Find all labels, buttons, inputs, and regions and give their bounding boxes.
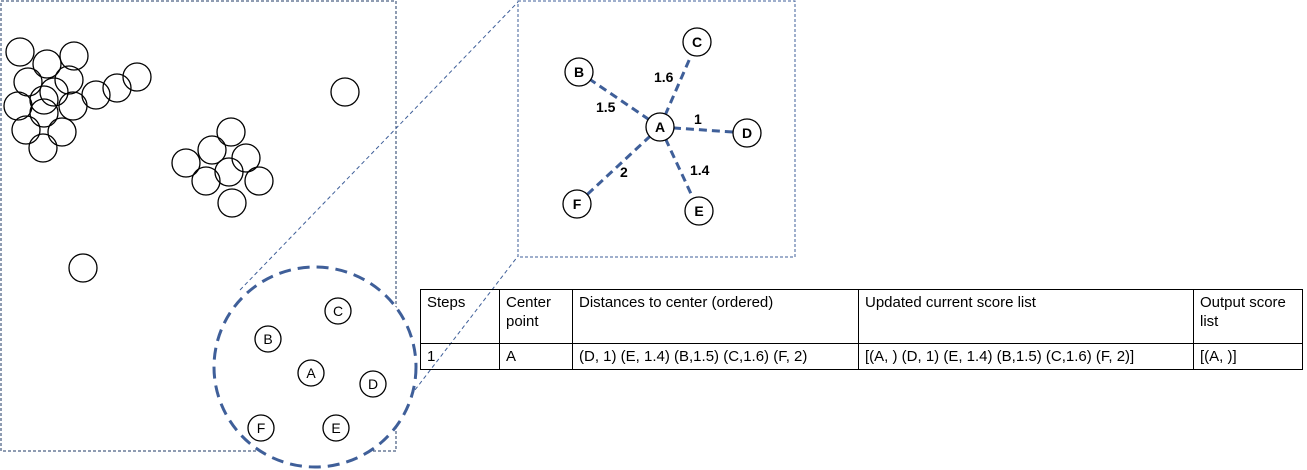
data-point bbox=[81, 80, 111, 110]
svg-text:E: E bbox=[694, 203, 703, 219]
zoom-node-d: D bbox=[732, 118, 762, 148]
data-point bbox=[197, 135, 227, 165]
svg-text:A: A bbox=[655, 119, 665, 135]
data-point bbox=[102, 73, 132, 103]
data-point bbox=[39, 77, 69, 107]
highlight-point-b: B bbox=[254, 325, 282, 353]
data-point bbox=[58, 91, 88, 121]
zoom-node-f: F bbox=[562, 189, 592, 219]
distance-label-b: 1.5 bbox=[596, 99, 616, 115]
zoom-node-c: C bbox=[682, 27, 712, 57]
svg-text:F: F bbox=[257, 420, 266, 436]
data-point bbox=[244, 166, 274, 196]
distance-label-c: 1.6 bbox=[654, 69, 674, 85]
header-steps: Steps bbox=[420, 289, 500, 344]
score-table: Steps Center point Distances to center (… bbox=[420, 289, 1303, 370]
data-point bbox=[47, 117, 77, 147]
data-point bbox=[217, 188, 247, 218]
highlight-point-d: D bbox=[359, 370, 387, 398]
svg-text:F: F bbox=[573, 196, 582, 212]
cell-output-list: [(A, )] bbox=[1193, 343, 1303, 370]
svg-text:C: C bbox=[333, 303, 343, 319]
svg-text:C: C bbox=[692, 34, 702, 50]
data-point bbox=[122, 62, 152, 92]
data-point bbox=[28, 133, 58, 163]
highlight-point-a: A bbox=[297, 359, 325, 387]
data-point-clusters bbox=[3, 37, 360, 283]
data-point bbox=[32, 49, 62, 79]
data-point bbox=[216, 117, 246, 147]
data-point bbox=[330, 77, 360, 107]
header-center-point: Center point bbox=[499, 289, 573, 344]
svg-text:A: A bbox=[306, 365, 316, 381]
cell-center: A bbox=[499, 343, 573, 370]
data-point bbox=[59, 41, 89, 71]
data-point bbox=[54, 65, 84, 95]
svg-text:E: E bbox=[331, 420, 340, 436]
header-updated-score-list: Updated current score list bbox=[858, 289, 1194, 344]
zoom-frame bbox=[517, 0, 796, 258]
table-header-row: Steps Center point Distances to center (… bbox=[420, 289, 1303, 344]
edge-a-c bbox=[658, 41, 699, 128]
zoom-node-e: E bbox=[684, 196, 714, 226]
svg-text:D: D bbox=[742, 125, 752, 141]
data-point bbox=[191, 166, 221, 196]
cell-distances: (D, 1) (E, 1.4) (B,1.5) (C,1.6) (F, 2) bbox=[572, 343, 859, 370]
distance-label-f: 2 bbox=[620, 164, 628, 180]
highlight-point-f: F bbox=[247, 414, 275, 442]
zoom-node-b: B bbox=[564, 57, 594, 87]
data-point bbox=[11, 115, 41, 145]
data-point bbox=[214, 157, 244, 187]
edge-distance-labels: 1.5 1.6 1 1.4 2 bbox=[596, 69, 710, 180]
zoom-node-a: A bbox=[645, 112, 675, 142]
data-point bbox=[29, 98, 59, 128]
data-point bbox=[171, 148, 201, 178]
svg-text:D: D bbox=[368, 376, 378, 392]
highlight-point-c: C bbox=[324, 297, 352, 325]
distance-label-d: 1 bbox=[694, 111, 702, 127]
scatter-frame bbox=[0, 0, 397, 452]
cell-updated-list: [(A, ) (D, 1) (E, 1.4) (B,1.5) (C,1.6) (… bbox=[858, 343, 1194, 370]
table-row: 1 A (D, 1) (E, 1.4) (B,1.5) (C,1.6) (F, … bbox=[420, 343, 1303, 370]
data-point bbox=[68, 253, 98, 283]
svg-text:B: B bbox=[263, 331, 272, 347]
zoom-connector-top bbox=[239, 1, 519, 291]
highlight-point-e: E bbox=[322, 414, 350, 442]
data-point bbox=[5, 37, 35, 67]
header-distances: Distances to center (ordered) bbox=[572, 289, 859, 344]
cell-step: 1 bbox=[420, 343, 500, 370]
data-point bbox=[29, 85, 59, 115]
svg-text:B: B bbox=[574, 64, 584, 80]
distance-label-e: 1.4 bbox=[690, 162, 710, 178]
edge-a-e bbox=[658, 126, 701, 212]
edge-a-f bbox=[575, 125, 662, 206]
header-output-score-list: Output score list bbox=[1193, 289, 1303, 344]
edge-a-b bbox=[578, 70, 661, 129]
